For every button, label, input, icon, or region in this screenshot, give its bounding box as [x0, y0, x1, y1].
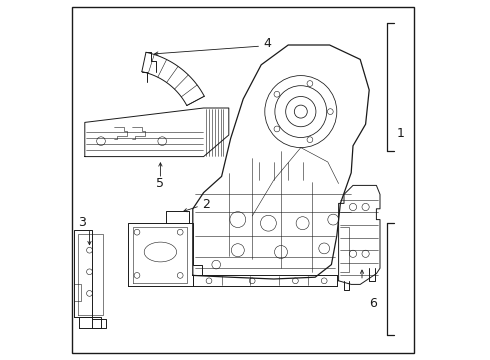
Text: 3: 3: [78, 216, 86, 229]
Text: 2: 2: [202, 198, 210, 211]
Text: 6: 6: [369, 297, 377, 310]
Text: 4: 4: [264, 37, 271, 50]
Text: 1: 1: [396, 127, 404, 140]
Text: 5: 5: [156, 177, 165, 190]
